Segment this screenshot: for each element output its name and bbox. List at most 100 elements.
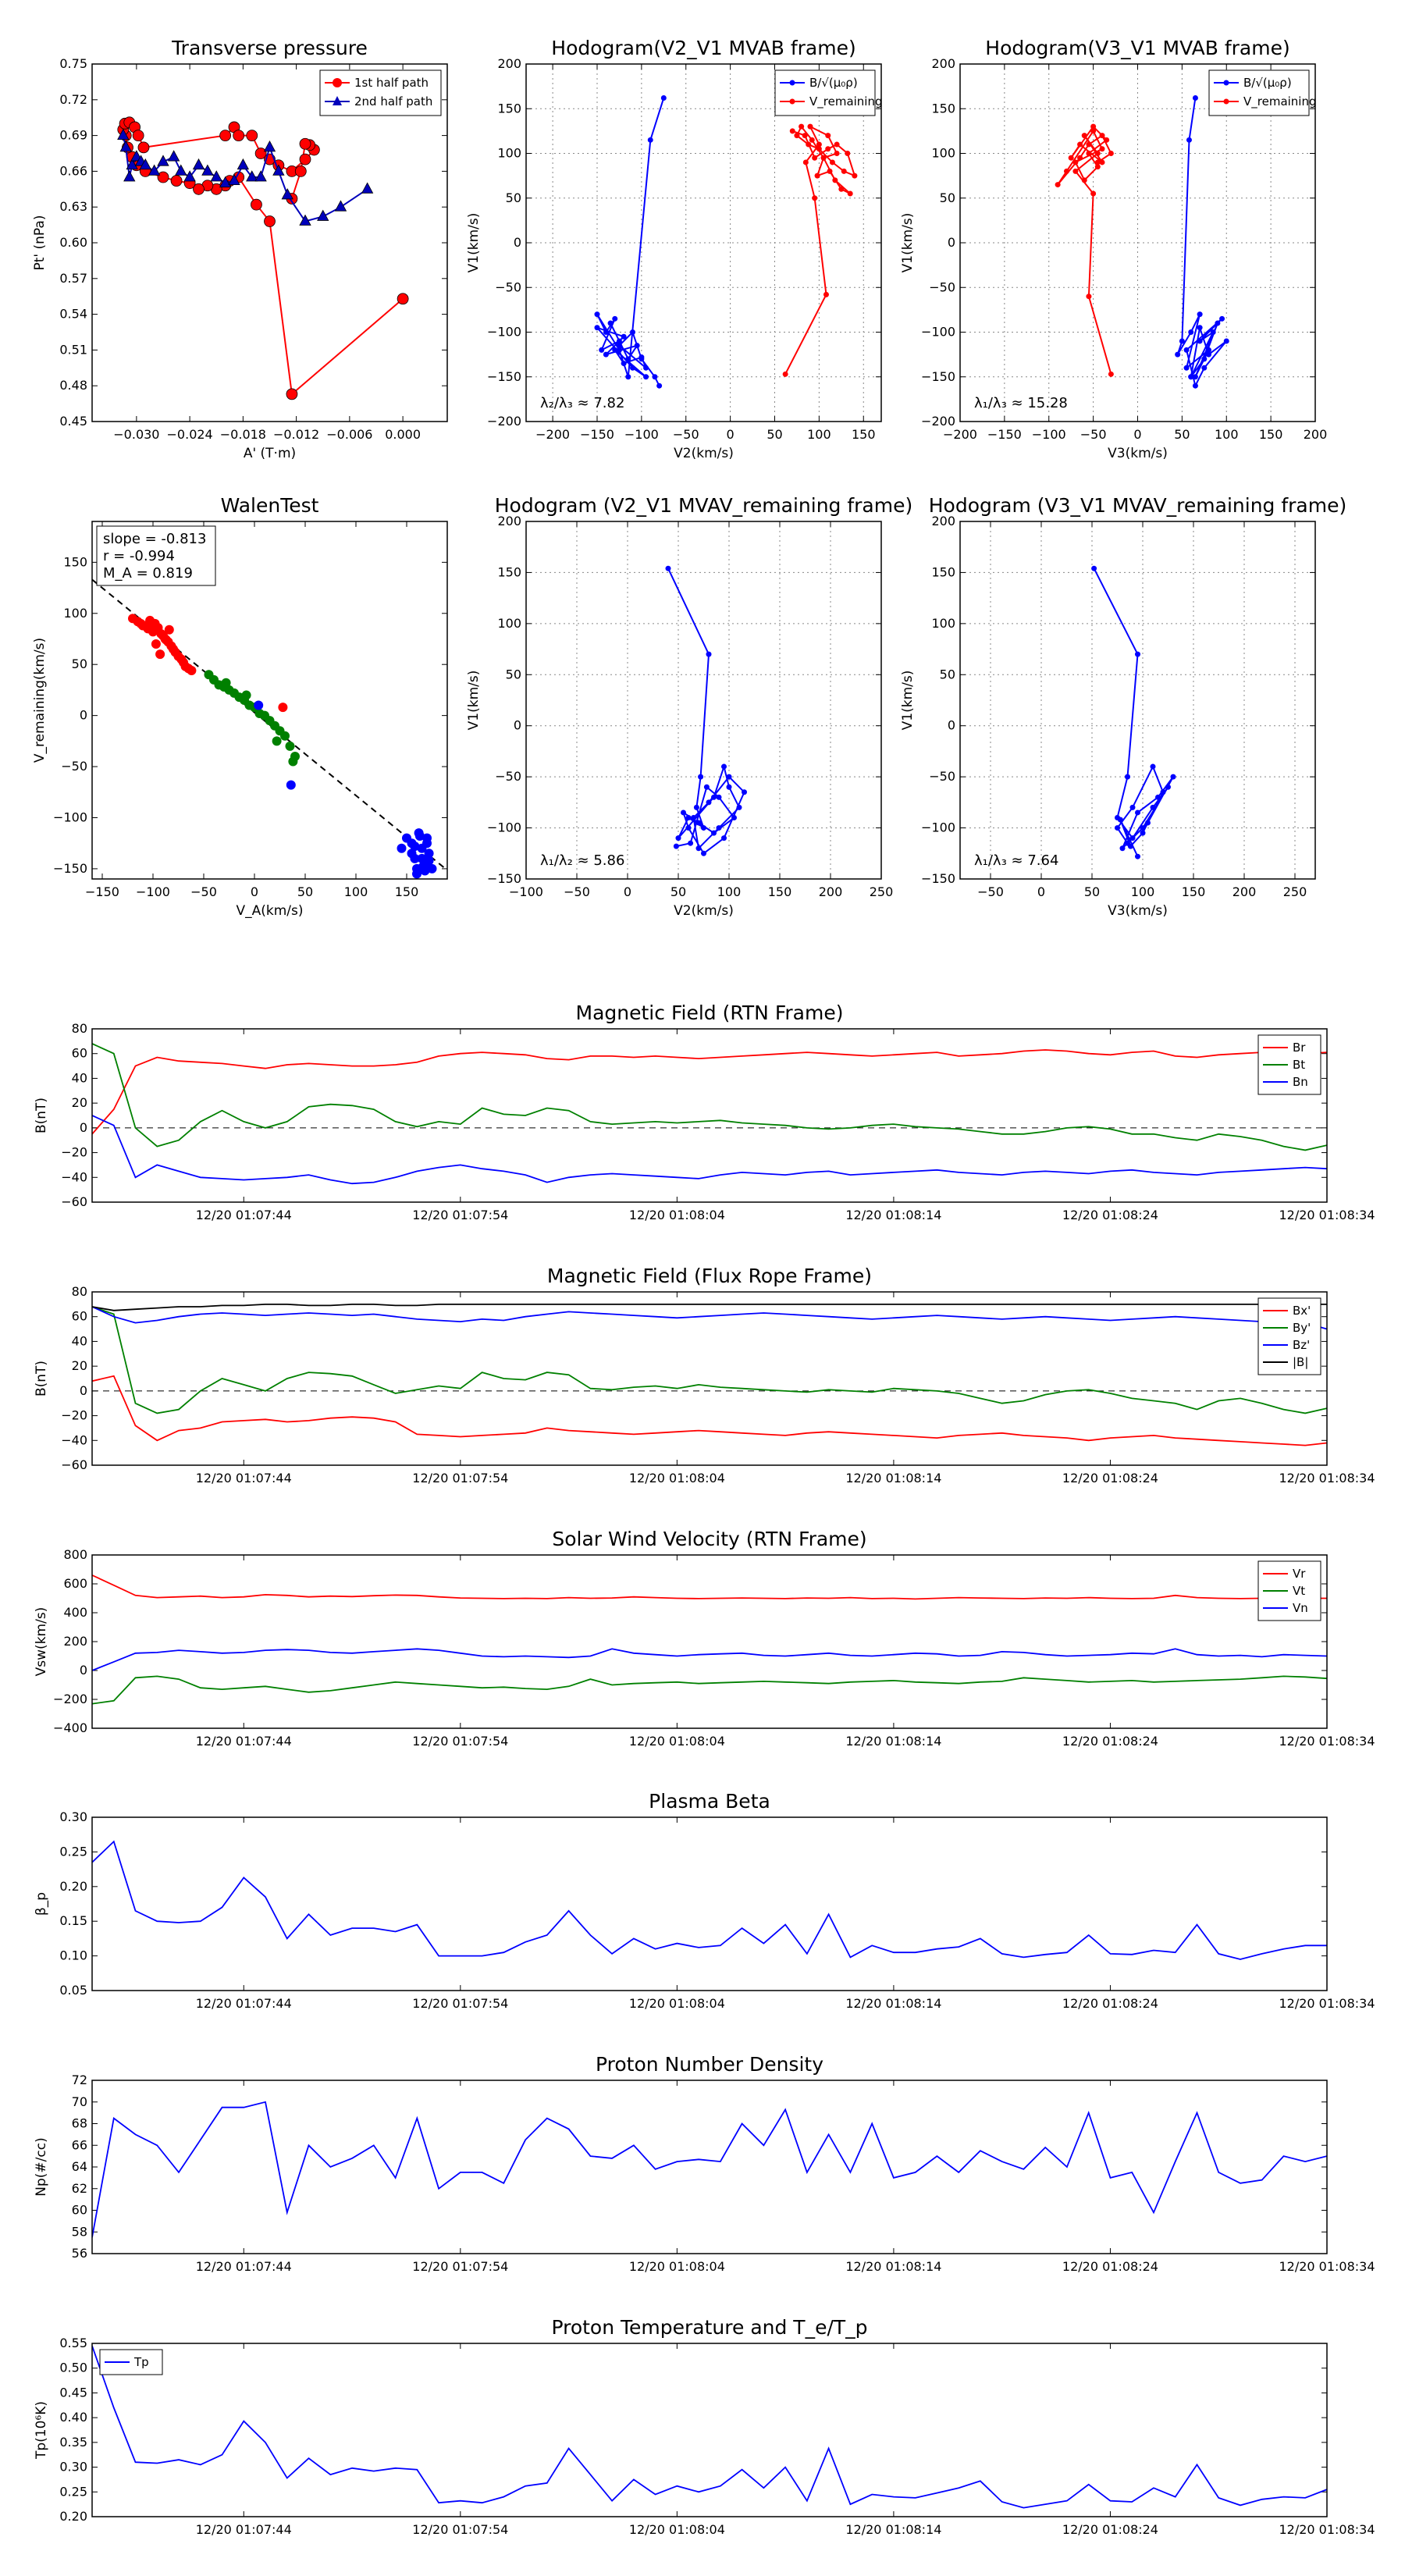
x-tick-label: 12/20 01:08:24 bbox=[1062, 1996, 1158, 2011]
x-tick-label: 12/20 01:08:34 bbox=[1279, 2259, 1375, 2274]
data-point bbox=[1099, 133, 1105, 139]
data-point bbox=[1108, 371, 1114, 377]
x-tick-label: 0 bbox=[1133, 427, 1141, 442]
y-tick-label: 0.60 bbox=[59, 235, 87, 250]
data-point bbox=[1188, 374, 1194, 380]
data-point bbox=[812, 195, 818, 201]
y-tick-label: −50 bbox=[495, 769, 521, 784]
x-tick-label: −200 bbox=[943, 427, 977, 442]
data-point bbox=[1145, 820, 1151, 826]
x-tick-label: 12/20 01:08:14 bbox=[845, 1208, 941, 1222]
data-point bbox=[736, 804, 742, 810]
data-point bbox=[716, 825, 722, 831]
chart-title: Magnetic Field (RTN Frame) bbox=[576, 1002, 844, 1024]
legend-label: Bt bbox=[1293, 1058, 1305, 1072]
data-point bbox=[1215, 320, 1221, 326]
chart-title: Transverse pressure bbox=[171, 37, 368, 59]
data-point bbox=[638, 356, 645, 362]
y-tick-label: 0.72 bbox=[59, 92, 87, 107]
legend-label: 1st half path bbox=[354, 76, 429, 90]
y-tick-label: 0.50 bbox=[59, 2361, 87, 2375]
y-tick-label: 20 bbox=[72, 1095, 87, 1110]
x-tick-label: 12/20 01:08:14 bbox=[845, 1471, 941, 1485]
x-tick-label: 12/20 01:07:54 bbox=[412, 1996, 508, 2011]
legend-label: V_remaining bbox=[1243, 94, 1317, 109]
x-tick-label: −50 bbox=[564, 884, 590, 899]
y-axis-label: Tp(10⁶K) bbox=[34, 2401, 49, 2460]
chart-magnetic-field-rtn: Magnetic Field (RTN Frame) 12/20 01:07:44… bbox=[34, 1002, 1375, 1222]
stats-line: slope = -0.813 bbox=[103, 531, 206, 547]
data-point bbox=[1094, 159, 1101, 165]
data-point bbox=[187, 666, 197, 676]
data-point bbox=[167, 150, 180, 162]
x-tick-label: 50 bbox=[1174, 427, 1190, 442]
data-point bbox=[155, 649, 165, 660]
data-point bbox=[1094, 164, 1101, 170]
data-point bbox=[299, 153, 311, 165]
eigenvalue-ratio-annotation: λ₁/λ₃ ≈ 7.64 bbox=[974, 852, 1058, 869]
chart-solar-wind-velocity: Solar Wind Velocity (RTN Frame) 12/20 01:… bbox=[34, 1528, 1375, 1749]
x-tick-label: 150 bbox=[1182, 884, 1206, 899]
data-point bbox=[251, 198, 262, 211]
data-point bbox=[802, 133, 808, 139]
data-point bbox=[1206, 347, 1211, 353]
x-tick-label: 12/20 01:08:14 bbox=[845, 2259, 941, 2274]
plot-area bbox=[92, 1304, 1327, 1446]
y-tick-label: −100 bbox=[487, 820, 521, 835]
x-tick-label: 12/20 01:08:24 bbox=[1062, 1471, 1158, 1485]
chart-hodogram-v2-mvav: Hodogram (V2_V1 MVAV_remaining frame) −10… bbox=[466, 494, 912, 919]
data-point bbox=[233, 130, 245, 142]
x-axis-label: V2(km/s) bbox=[674, 903, 734, 919]
data-point bbox=[1197, 338, 1203, 344]
data-point bbox=[1090, 123, 1097, 130]
data-point bbox=[625, 374, 631, 380]
data-point bbox=[816, 146, 822, 152]
y-axis-label: V1(km/s) bbox=[900, 671, 916, 731]
y-tick-label: 0 bbox=[514, 718, 521, 733]
data-point bbox=[820, 155, 827, 161]
data-point bbox=[123, 170, 136, 182]
data-point bbox=[1127, 843, 1133, 849]
y-tick-label: −150 bbox=[487, 871, 521, 886]
y-axis-label: β_p bbox=[34, 1892, 49, 1916]
data-point bbox=[616, 343, 622, 349]
y-tick-label: −200 bbox=[53, 1692, 87, 1706]
eigenvalue-ratio-annotation: λ₁/λ₃ ≈ 15.28 bbox=[974, 395, 1068, 411]
data-point bbox=[157, 171, 169, 183]
x-tick-label: 12/20 01:07:54 bbox=[412, 1208, 508, 1222]
x-tick-label: 12/20 01:07:44 bbox=[196, 2522, 292, 2537]
data-point bbox=[286, 388, 298, 400]
data-point bbox=[845, 151, 851, 156]
plot-area bbox=[92, 1574, 1327, 1705]
data-point bbox=[647, 137, 653, 143]
data-point bbox=[414, 831, 425, 841]
data-point bbox=[397, 293, 409, 305]
y-tick-label: 60 bbox=[72, 1046, 87, 1061]
x-tick-label: 250 bbox=[870, 884, 894, 899]
data-point bbox=[137, 141, 150, 154]
data-point bbox=[1223, 338, 1229, 344]
plot-area bbox=[1091, 565, 1176, 859]
x-tick-label: 100 bbox=[1131, 884, 1155, 899]
x-tick-label: 12/20 01:08:04 bbox=[629, 2259, 725, 2274]
x-tick-label: 100 bbox=[1215, 427, 1239, 442]
y-tick-label: 100 bbox=[931, 616, 955, 631]
plot-frame bbox=[525, 521, 882, 880]
data-point bbox=[139, 158, 151, 170]
x-tick-label: 12/20 01:07:44 bbox=[196, 1996, 292, 2011]
y-tick-label: 200 bbox=[63, 1634, 87, 1649]
data-point bbox=[193, 183, 205, 195]
chart-title: Plasma Beta bbox=[649, 1790, 770, 1813]
x-tick-label: 12/20 01:08:34 bbox=[1279, 1996, 1375, 2011]
data-point bbox=[1072, 159, 1079, 165]
y-axis-label: Vsw(km/s) bbox=[34, 1607, 49, 1677]
data-point bbox=[816, 141, 822, 148]
eigenvalue-ratio-annotation: λ₂/λ₃ ≈ 7.82 bbox=[540, 395, 624, 411]
y-axis-label: V1(km/s) bbox=[900, 213, 916, 273]
x-tick-label: −200 bbox=[535, 427, 570, 442]
y-tick-label: 0.63 bbox=[59, 199, 87, 214]
x-tick-label: −100 bbox=[624, 427, 659, 442]
y-tick-label: 80 bbox=[72, 1284, 87, 1299]
legend-marker bbox=[1223, 98, 1229, 105]
x-tick-label: 12/20 01:07:54 bbox=[412, 2522, 508, 2537]
